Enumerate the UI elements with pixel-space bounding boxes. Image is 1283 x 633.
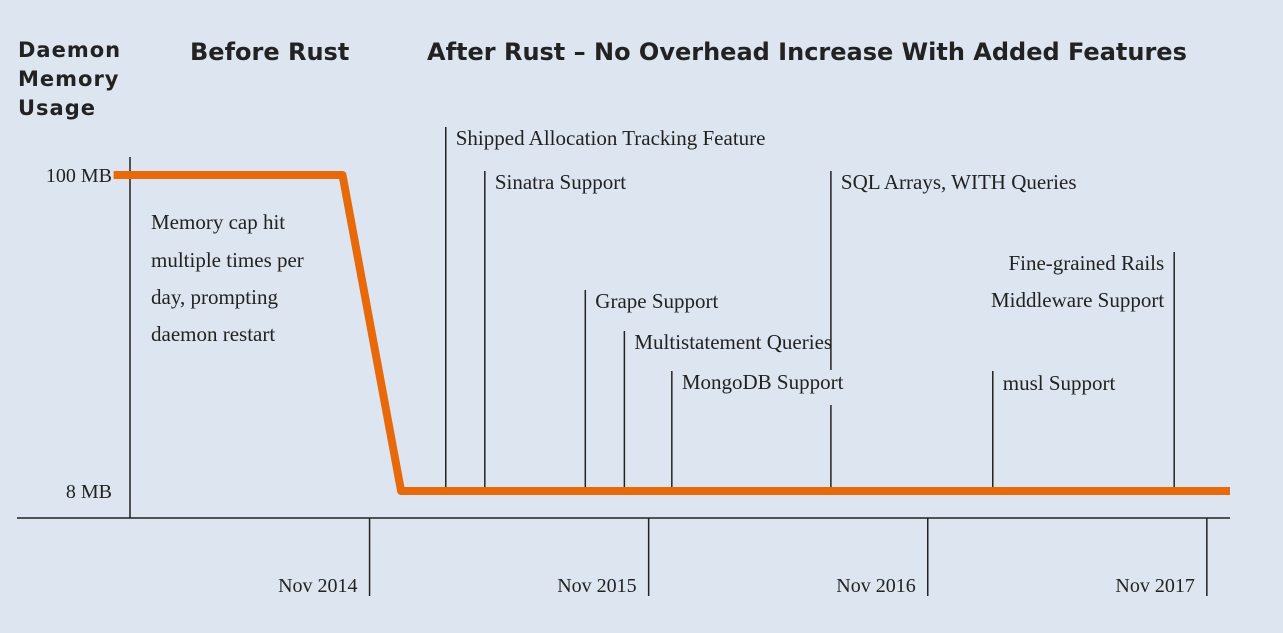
memory-cap-note: Memory cap hit multiple times per day, p…	[151, 210, 309, 346]
memory-usage-line	[113, 171, 1230, 495]
y-tick-label: 8 MB	[66, 481, 112, 503]
before-rust-title: Before Rust	[190, 38, 349, 66]
y-ticks: 100 MB 8 MB	[46, 165, 112, 503]
y-axis-label-line: Usage	[18, 96, 96, 120]
annotation-label: Multistatement Queries	[634, 330, 832, 354]
x-tick-label: Nov 2016	[836, 575, 915, 597]
annotation-label: SQL Arrays, WITH Queries	[841, 170, 1077, 194]
annotation-label: Shipped Allocation Tracking Feature	[456, 126, 766, 150]
y-axis-label: Daemon Memory Usage	[18, 38, 129, 120]
annotation-label: musl Support	[1003, 371, 1116, 395]
note-line: daemon restart	[151, 322, 275, 346]
x-tick-label: Nov 2017	[1115, 575, 1194, 597]
note-line: Memory cap hit	[151, 210, 285, 234]
annotation-label: Middleware Support	[991, 288, 1164, 312]
annotation-label: MongoDB Support	[682, 370, 844, 394]
x-tick-label: Nov 2014	[278, 575, 357, 597]
feature-annotations: Shipped Allocation Tracking Feature Sinat…	[445, 126, 1175, 491]
annotation-label: Fine-grained Rails	[1008, 251, 1164, 275]
memory-series	[113, 171, 1230, 495]
y-tick-label: 100 MB	[46, 165, 112, 187]
annotation-label: Grape Support	[595, 289, 718, 313]
x-tick-label: Nov 2015	[557, 575, 636, 597]
note-line: day, prompting	[151, 285, 278, 309]
annotation-label: Sinatra Support	[495, 170, 626, 194]
y-axis-label-line: Daemon	[18, 38, 121, 62]
after-rust-title: After Rust – No Overhead Increase With A…	[427, 38, 1187, 66]
y-axis-label-line: Memory	[18, 67, 120, 91]
note-line: multiple times per	[151, 248, 304, 272]
x-ticks: Nov 2014 Nov 2015 Nov 2016 Nov 2017	[278, 518, 1208, 597]
